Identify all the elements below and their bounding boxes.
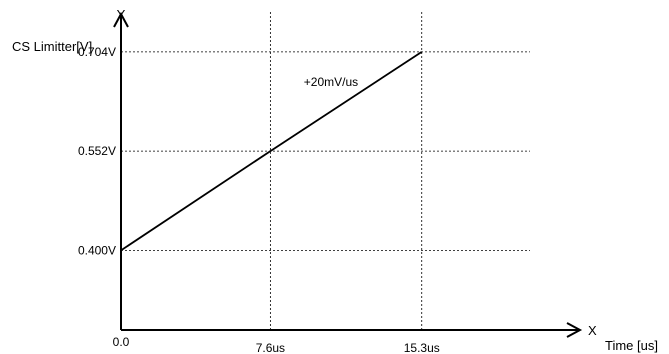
- series-line: [120, 51, 423, 252]
- axes: Y X CS Limitter[V] Time [us]: [12, 7, 658, 353]
- gridlines: [121, 12, 530, 330]
- x-axis-title: Time [us]: [605, 338, 658, 353]
- x-axis-letter: X: [588, 323, 597, 338]
- y-axis-arrow-icon: [113, 11, 129, 28]
- x-axis-arrow-icon: [566, 322, 583, 338]
- x-tick-label: 0.0: [113, 335, 130, 349]
- slope-annotation: +20mV/us: [304, 75, 358, 89]
- y-axis-letter: Y: [117, 7, 126, 22]
- y-axis-title: CS Limitter[V]: [12, 39, 92, 54]
- series: [120, 51, 423, 252]
- y-tick-label: 0.400V: [78, 243, 116, 257]
- tick-labels: 0.400V 0.552V 0.704V 0.0 7.6us 15.3us: [78, 45, 440, 354]
- y-tick-label: 0.552V: [78, 144, 116, 158]
- x-tick-label: 15.3us: [404, 341, 440, 354]
- x-tick-label: 7.6us: [256, 341, 285, 354]
- y-tick-label: 0.704V: [78, 45, 116, 59]
